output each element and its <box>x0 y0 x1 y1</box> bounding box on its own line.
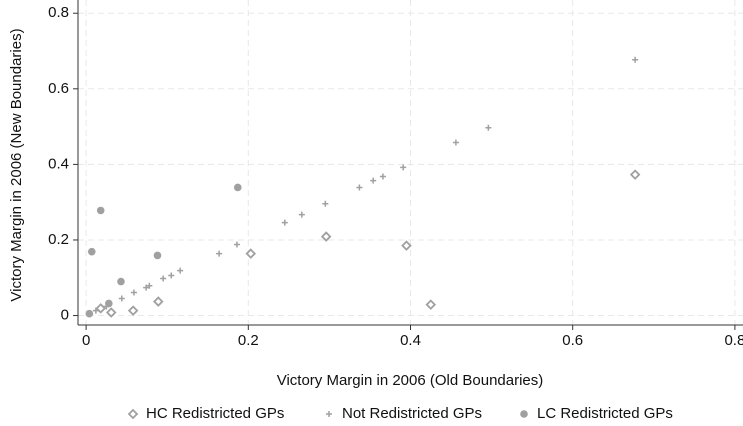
point <box>233 241 240 248</box>
x-tick-label: 0.6 <box>562 332 583 349</box>
legend-label: Not Redistricted GPs <box>342 405 482 422</box>
point <box>92 307 99 314</box>
legend-marker <box>127 408 139 420</box>
point <box>298 211 305 218</box>
point <box>320 231 332 242</box>
point <box>117 277 125 286</box>
point <box>105 299 113 308</box>
x-tick-label: 0.4 <box>400 332 421 349</box>
point <box>485 124 492 131</box>
point <box>96 206 105 215</box>
point <box>322 200 329 207</box>
x-axis-title: Victory Margin in 2006 (Old Boundaries) <box>277 372 544 389</box>
legend-label: LC Redistricted GPs <box>537 405 673 422</box>
point <box>153 296 164 307</box>
point <box>153 251 162 260</box>
point <box>245 248 257 259</box>
legend-marker <box>326 411 332 417</box>
point <box>356 184 363 191</box>
point <box>146 282 153 289</box>
point <box>400 164 407 171</box>
point <box>425 299 437 310</box>
point <box>95 303 106 314</box>
point <box>177 267 184 274</box>
point <box>130 289 137 296</box>
point <box>160 275 167 282</box>
x-tick-label: 0.2 <box>238 332 259 349</box>
point <box>87 247 96 256</box>
point <box>127 305 139 316</box>
x-tick-label: 0 <box>82 332 90 349</box>
y-axis-title: Victory Margin in 2006 (New Boundaries) <box>8 28 25 301</box>
point <box>370 177 377 184</box>
legend-marker <box>520 410 528 418</box>
legend-label: HC Redistricted GPs <box>146 405 284 422</box>
point <box>281 219 288 226</box>
point <box>168 272 175 279</box>
point <box>401 240 412 251</box>
point <box>452 139 459 146</box>
point <box>143 284 150 291</box>
y-tick-label: 0.4 <box>48 155 69 172</box>
y-tick-label: 0.2 <box>48 231 69 248</box>
y-tick-label: 0 <box>61 307 69 324</box>
point <box>379 173 386 180</box>
point <box>629 169 641 180</box>
point <box>632 56 639 63</box>
point <box>233 183 242 192</box>
point <box>85 309 94 318</box>
y-tick-label: 0.8 <box>48 4 69 21</box>
y-tick-label: 0.6 <box>48 80 69 97</box>
point <box>105 307 117 318</box>
point <box>216 250 223 257</box>
x-tick-label: 0.8 <box>724 332 743 349</box>
point <box>118 295 125 302</box>
